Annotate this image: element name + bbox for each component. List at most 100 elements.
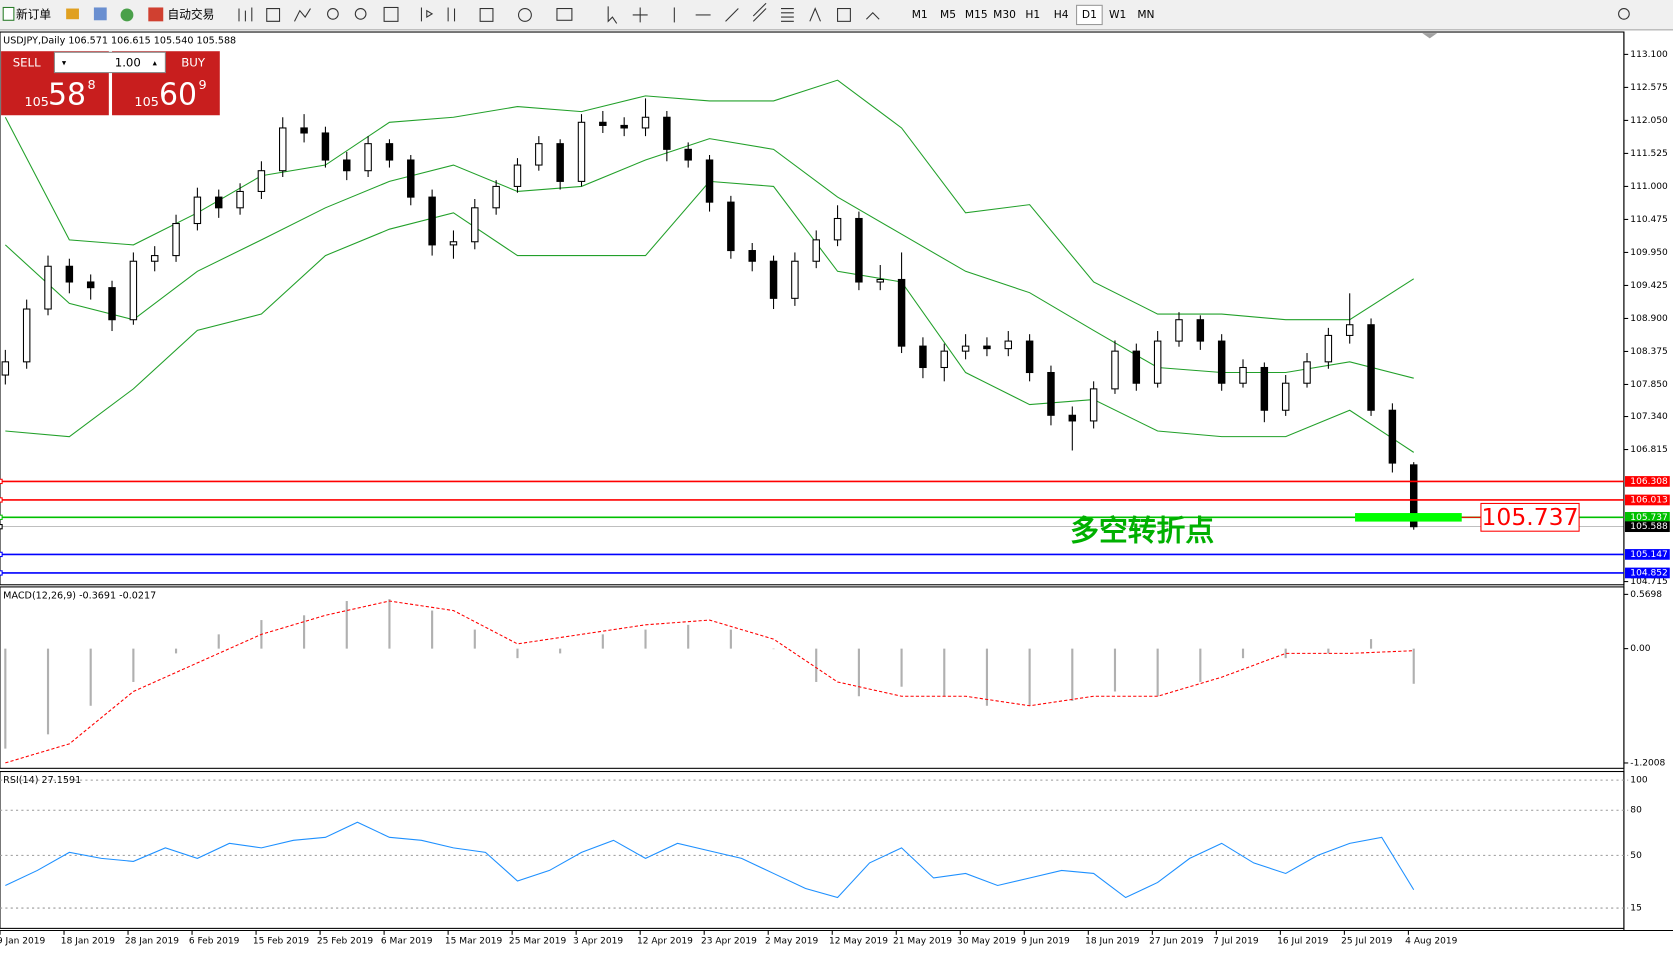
tile-tool[interactable]	[383, 6, 399, 22]
macd-bar	[174, 648, 178, 654]
arrows-tool[interactable]	[865, 12, 880, 20]
chart-tools	[238, 2, 1630, 24]
macd-bar	[217, 634, 220, 649]
y-tick-label: 112.050	[1630, 116, 1668, 126]
toolbar-icon[interactable]	[66, 8, 79, 20]
scroll-tool[interactable]	[420, 7, 434, 22]
fibo-tool[interactable]	[781, 8, 794, 22]
indicator-title: RSI(14) 27.1591	[3, 775, 81, 786]
crosshair-tool[interactable]	[632, 7, 648, 23]
x-tick-label: 7 Jul 2019	[1213, 937, 1259, 947]
candle-body	[1217, 340, 1226, 384]
candle-body	[1089, 388, 1098, 422]
y-tick-label: 108.375	[1630, 347, 1667, 357]
timeframe-button[interactable]: H4	[1054, 8, 1069, 21]
lots-down[interactable]: ▾	[62, 58, 67, 68]
level-price-box	[1624, 494, 1670, 506]
macd-bar	[1156, 648, 1159, 697]
timeframe-button[interactable]: M1	[912, 8, 928, 21]
chart-shift-marker	[1422, 33, 1438, 39]
candle-body	[535, 143, 543, 166]
new-order-button[interactable]: 新订单	[16, 7, 51, 21]
x-tick-label: 6 Feb 2019	[189, 937, 240, 947]
level-price-box	[1624, 511, 1670, 523]
trendline-tool[interactable]	[725, 8, 739, 22]
indicator-title: MACD(12,26,9) -0.3691 -0.0217	[3, 590, 156, 601]
candle-body	[1047, 371, 1055, 416]
timeframe-button[interactable]: M15	[965, 8, 988, 21]
x-tick-label: 25 Mar 2019	[509, 937, 567, 947]
timeframes: M1 M5 M15 M30 H1 H4 D1 W1 MN	[912, 4, 1155, 26]
sell-price-prefix: 105	[25, 95, 49, 110]
candle-body	[1239, 366, 1247, 384]
lots-value[interactable]: 1.00	[115, 55, 141, 69]
label-tool[interactable]	[837, 8, 851, 22]
candle-tool[interactable]	[266, 8, 281, 22]
toolbar: 新订单 自动交易	[0, 0, 1673, 31]
macd-bar	[1199, 648, 1202, 682]
candle-body	[1281, 382, 1290, 411]
auto-trading-icon[interactable]	[148, 7, 164, 22]
x-tick-label: 15 Feb 2019	[253, 937, 310, 947]
text-tool[interactable]	[809, 7, 821, 22]
timeframe-button[interactable]: H1	[1025, 8, 1040, 21]
bar-chart-tool[interactable]	[238, 7, 253, 22]
macd-bar	[1113, 648, 1117, 692]
candle-body	[300, 127, 308, 134]
macd-bar	[132, 648, 135, 682]
toolbar-icon[interactable]	[93, 7, 107, 21]
y-tick-label: 111.000	[1630, 182, 1668, 192]
candle-body	[769, 260, 778, 299]
lots-up[interactable]: ▴	[153, 58, 158, 68]
y-tick-label: 107.340	[1630, 412, 1668, 422]
search-icon[interactable]	[1618, 8, 1630, 20]
candle-body	[641, 116, 650, 129]
level-price-box	[1624, 549, 1670, 560]
rsi-frame	[0, 770, 1625, 929]
macd-signal	[5, 600, 1414, 764]
line-tool[interactable]	[294, 8, 311, 22]
timeframe-button[interactable]: M30	[993, 8, 1016, 21]
shift-tool[interactable]	[447, 7, 456, 22]
level-handle	[0, 497, 3, 503]
candle-body	[86, 281, 95, 289]
lots-box[interactable]	[53, 51, 166, 74]
y-tick-label: 109.425	[1630, 281, 1667, 291]
zoom-in-tool[interactable]	[327, 8, 339, 20]
macd-bar	[1284, 648, 1287, 659]
x-tick-label: 25 Jul 2019	[1341, 937, 1392, 947]
level-handle	[0, 478, 3, 485]
candle-body	[257, 170, 266, 192]
candle-body	[812, 239, 820, 262]
level-handle	[0, 524, 3, 530]
timeframe-button[interactable]: W1	[1109, 8, 1126, 21]
sell-button[interactable]: SELL	[13, 55, 41, 69]
macd-bar	[4, 648, 7, 749]
level-price-box	[1624, 567, 1670, 579]
y-tick-label: 0.00	[1630, 644, 1650, 654]
macd-bar	[1241, 648, 1245, 659]
y-tick-label: 107.850	[1630, 380, 1668, 390]
buy-button[interactable]: BUY	[181, 55, 206, 69]
indicators-tool[interactable]	[479, 8, 494, 22]
x-tick-label: 12 May 2019	[829, 937, 888, 947]
level-price-label: 106.308	[1630, 477, 1668, 487]
cursor-tool[interactable]	[607, 6, 618, 24]
new-order-icon[interactable]	[2, 6, 15, 21]
toolbar-icon[interactable]	[120, 8, 134, 22]
timeframe-button[interactable]: D1	[1082, 8, 1097, 21]
auto-trading-button[interactable]: 自动交易	[168, 7, 215, 21]
one-click-trading: SELL BUY ▾ 1.00 ▴ 105 58 8 105 60 9	[1, 51, 220, 116]
timeframe-button[interactable]: M5	[940, 8, 956, 21]
candle-body	[428, 196, 436, 246]
zoom-out-tool[interactable]	[354, 8, 367, 20]
plot-layer: USDJPY,Daily 106.571 106.615 105.540 105…	[0, 36, 1670, 947]
timeframe-button[interactable]: MN	[1137, 8, 1154, 21]
candle-body	[449, 241, 458, 246]
templates-tool[interactable]	[556, 8, 573, 21]
bollinger-band	[4, 138, 1414, 379]
periods-tool[interactable]	[518, 8, 532, 22]
y-tick-label: 110.475	[1630, 215, 1667, 225]
y-tick-label: 100	[1630, 776, 1648, 786]
channel-tool[interactable]	[752, 2, 767, 22]
